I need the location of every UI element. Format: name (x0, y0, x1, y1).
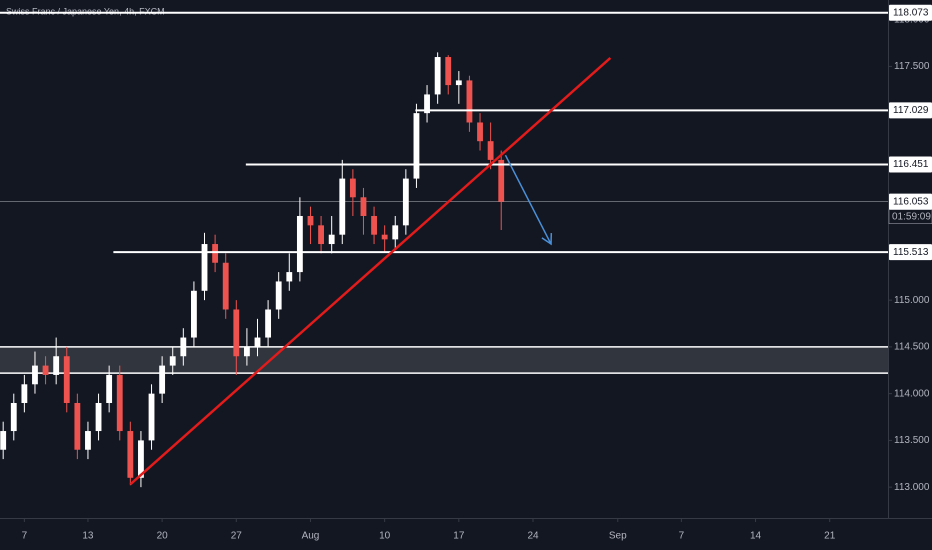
level-price-label: 118.073 (893, 7, 929, 18)
support-zone (0, 346, 888, 374)
x-tick-label: 14 (750, 531, 762, 542)
candle-body (360, 197, 367, 216)
y-tick-label: 114.000 (894, 388, 930, 399)
candle-body (85, 431, 91, 450)
candle-body (95, 402, 102, 432)
candle-body (275, 281, 282, 310)
current-price-label-box (889, 193, 932, 210)
candle-body (191, 290, 197, 338)
candle-body (201, 244, 208, 291)
candle-body (42, 365, 49, 375)
candle-body (381, 234, 388, 240)
arrow-head (541, 233, 553, 246)
y-tick-label: 113.000 (894, 482, 930, 493)
level-price-label-box (889, 156, 932, 173)
candle-body (180, 337, 187, 357)
y-tick-label: 114.500 (894, 342, 930, 353)
candle-body (445, 57, 452, 86)
current-price-label: 116.053 (893, 196, 929, 207)
x-tick-label: 21 (824, 531, 836, 542)
candle-body (477, 122, 483, 142)
x-tick-label: Aug (302, 531, 320, 542)
candle-body (233, 309, 240, 357)
candle-body (349, 178, 356, 198)
x-tick-label: 7 (22, 531, 28, 542)
level-price-label-box (889, 244, 932, 261)
countdown-box (888, 209, 932, 224)
candle-body (455, 80, 462, 86)
candle-body (339, 178, 346, 235)
x-tick-label: 24 (527, 531, 539, 542)
forecast-arrow (504, 154, 552, 245)
candle-body (498, 159, 505, 202)
candle-body (32, 365, 38, 385)
level-price-label-box (889, 102, 932, 119)
level-price-label: 117.029 (893, 105, 929, 116)
candle-body (286, 272, 293, 282)
candle-body (116, 374, 123, 432)
level-price-label-box (889, 4, 932, 21)
candle-body (169, 356, 176, 366)
candle-body (0, 431, 7, 450)
x-tick-label: 13 (82, 531, 94, 542)
x-tick-label: 7 (679, 531, 685, 542)
x-tick-label: Sep (609, 531, 627, 542)
candle-body (21, 384, 28, 403)
x-tick-label: 17 (453, 531, 465, 542)
candle-body (10, 402, 17, 432)
candle-body (63, 356, 70, 403)
candle-body (127, 431, 134, 478)
candle-body (413, 113, 420, 179)
trend-line (129, 57, 612, 486)
candle-body (466, 80, 473, 123)
candle-body (53, 356, 60, 375)
candle-body (392, 225, 399, 240)
chart-title: Swiss Franc / Japanese Yen, 4h, FXCM (6, 6, 165, 16)
candle-body (434, 57, 441, 95)
y-tick-label: 117.500 (894, 61, 930, 72)
candle-body (74, 402, 81, 450)
candle-body (222, 262, 229, 310)
candle-body (296, 215, 303, 273)
candle-body (318, 225, 324, 245)
candle-body (254, 337, 261, 347)
candle-body (148, 393, 155, 441)
candle-body (159, 365, 166, 394)
candle-body (424, 94, 430, 114)
candle-body (402, 178, 409, 226)
candle-body (371, 215, 377, 235)
candle-body (243, 346, 250, 357)
level-price-label: 116.451 (893, 159, 929, 170)
candle-body (265, 309, 272, 338)
candle-body (106, 374, 113, 403)
y-tick-label: 113.500 (894, 435, 930, 446)
candle-body (138, 440, 144, 478)
x-tick-label: 20 (157, 531, 169, 542)
x-tick-label: 10 (379, 531, 391, 542)
countdown: 01:59:09 (892, 211, 931, 222)
candle-body (212, 244, 219, 263)
x-tick-label: 27 (231, 531, 243, 542)
y-tick-label: 115.000 (894, 295, 930, 306)
candle-body (487, 141, 494, 160)
candle-body (328, 234, 335, 245)
candle-body (307, 215, 314, 226)
level-price-label: 115.513 (893, 247, 929, 258)
